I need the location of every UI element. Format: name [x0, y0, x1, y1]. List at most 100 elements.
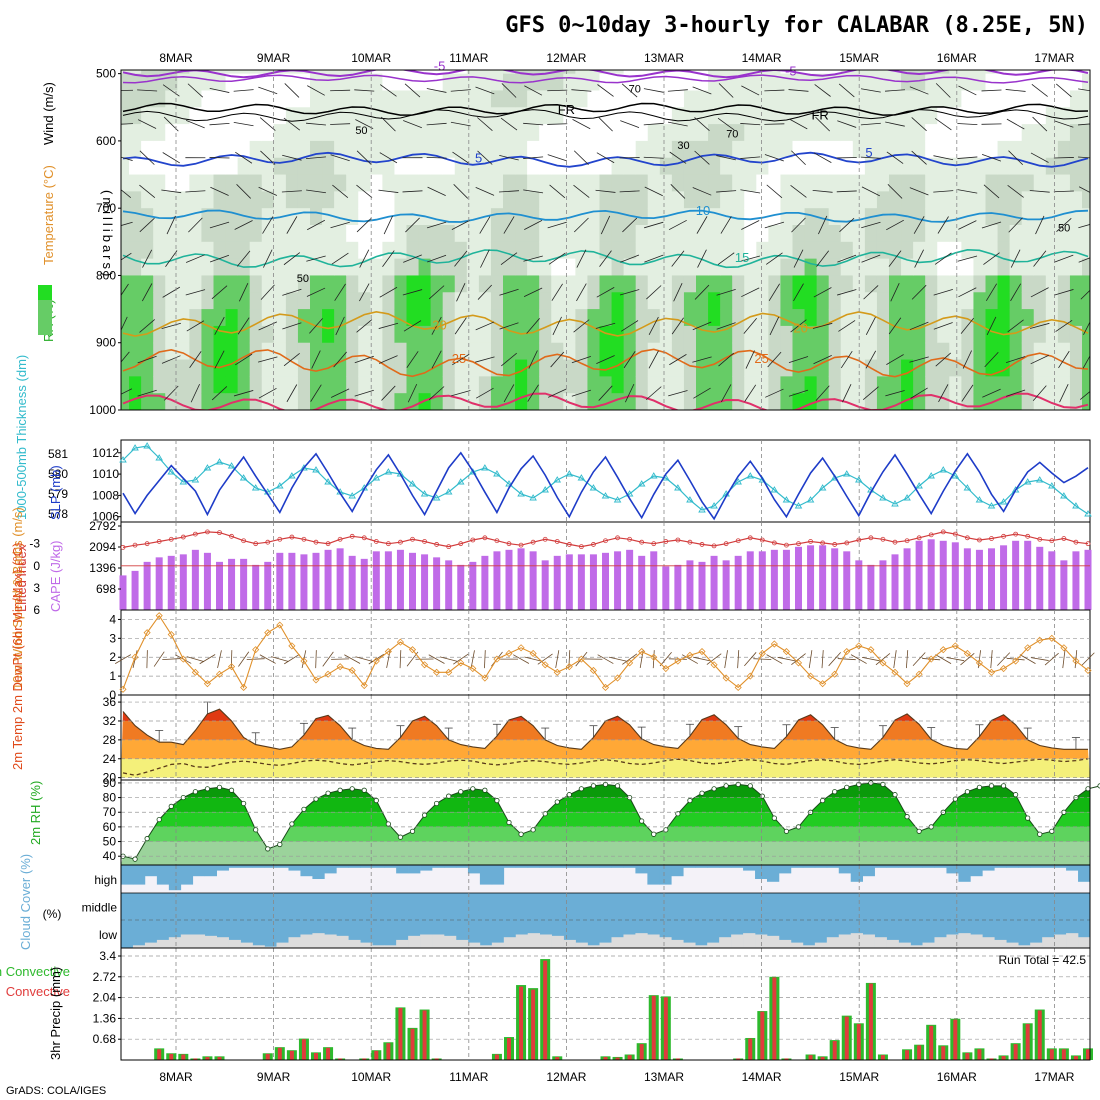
rh-cell — [780, 359, 793, 377]
rh-cell — [261, 376, 275, 394]
rh-cell — [611, 70, 625, 75]
rh-cell — [768, 208, 781, 226]
rh-cell — [346, 241, 359, 260]
cloud-low-cell — [767, 935, 780, 948]
wind-barb — [790, 184, 807, 198]
thickness-point — [951, 472, 960, 479]
rh-cell — [1082, 140, 1090, 159]
precip-convective-bar — [217, 1056, 222, 1060]
rh-cell — [1057, 275, 1071, 293]
rh-cell — [1045, 376, 1059, 394]
cloud-low-cell — [396, 939, 409, 948]
cloud-low-cell — [719, 937, 732, 948]
rh-cell — [285, 258, 299, 276]
wind-barb — [913, 216, 925, 234]
rh-cell — [121, 225, 130, 243]
rh-cell — [466, 258, 480, 276]
rh-cell — [503, 107, 516, 125]
rh-cell — [635, 107, 649, 125]
rh-cell — [744, 241, 757, 260]
wind-speed-point — [276, 621, 284, 629]
cloud-high-cell — [755, 865, 768, 879]
rh-point — [614, 783, 621, 789]
wind-barb — [905, 650, 909, 669]
wind-speed-point — [517, 644, 525, 652]
wind-barb — [837, 289, 857, 296]
rh-cell — [370, 73, 383, 91]
wind-barb — [281, 190, 302, 193]
wind-speed-point — [1036, 636, 1044, 644]
rh-cell — [273, 191, 287, 209]
rh-cell — [563, 241, 576, 260]
rh-cell — [684, 40, 697, 57]
cloud-low-cell — [563, 939, 576, 948]
wind-barb — [356, 319, 373, 333]
rh-cell — [804, 325, 818, 344]
cloud-low-cell — [802, 945, 816, 948]
rh-cell — [1057, 376, 1071, 394]
cloud-low-cell — [420, 934, 433, 948]
rh-cell — [563, 124, 576, 142]
rh-cell — [1009, 140, 1023, 159]
rh-cell — [515, 191, 528, 209]
y-tick-label: 0 — [109, 688, 116, 702]
lifted-point — [398, 539, 403, 545]
precip-convective-bar — [965, 1052, 970, 1060]
wind-barb — [595, 322, 616, 329]
rh-cell — [683, 90, 697, 108]
wind-barb — [500, 52, 517, 62]
rh-cell — [587, 107, 600, 125]
lifted-point — [373, 539, 379, 544]
rh-cell — [852, 124, 866, 142]
rh-contour-label: 70 — [726, 129, 738, 141]
rh-cell — [370, 309, 383, 327]
precip-convective-bar — [386, 1043, 391, 1060]
wind-barb — [405, 50, 420, 63]
rh-cell — [310, 40, 323, 57]
rh-cell — [285, 174, 299, 192]
wind-barb — [282, 322, 302, 330]
rh-cell — [985, 124, 998, 142]
wind-barb — [356, 184, 373, 198]
wind-barb — [815, 116, 831, 132]
cloud-low-cell — [826, 937, 840, 948]
rh-cell — [478, 73, 492, 91]
rh-cell — [322, 124, 335, 142]
wind-barb — [766, 184, 783, 199]
rh-cell — [647, 124, 661, 142]
rh-cell — [889, 174, 902, 192]
thickness-point — [481, 464, 489, 471]
rh-cell — [925, 292, 938, 310]
cloud-high-cell — [743, 865, 756, 871]
wind-barb — [331, 658, 350, 660]
rh-contour-label: 50 — [1058, 223, 1070, 235]
rh-cell — [334, 292, 347, 310]
rh-cell — [515, 376, 528, 394]
rh-cell — [503, 325, 516, 344]
rh-cell — [744, 325, 757, 344]
rh-cell — [478, 292, 492, 310]
rh-cell — [442, 191, 456, 209]
rh-cell — [973, 73, 986, 91]
lifted-point — [651, 541, 657, 547]
rh-cell — [334, 275, 347, 293]
rh-cell — [611, 124, 625, 142]
rh-cell — [901, 124, 914, 142]
rh-point — [458, 789, 464, 795]
wind-barb — [764, 123, 785, 125]
cape-bar — [360, 558, 368, 610]
rh-cell — [828, 107, 842, 125]
wind-barb — [1080, 391, 1090, 400]
rh-cell — [973, 191, 986, 209]
rh-cell — [876, 70, 890, 75]
wind-barb — [141, 283, 153, 302]
wind-barb — [791, 150, 806, 166]
lifted-point — [494, 538, 500, 544]
wind-speed-point — [903, 680, 911, 688]
cloud-high-cell — [635, 865, 648, 874]
rh-cell — [322, 70, 335, 75]
rh-cell — [454, 225, 468, 243]
wind-barb — [524, 85, 543, 96]
rh-cell — [1009, 258, 1023, 276]
wind-speed-point — [336, 663, 344, 671]
